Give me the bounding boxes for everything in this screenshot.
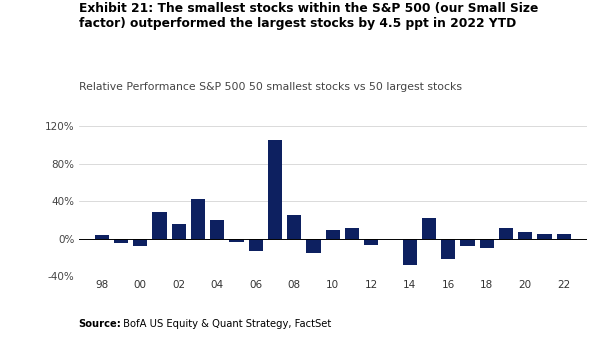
Bar <box>249 239 263 251</box>
Bar <box>460 239 475 246</box>
Bar <box>325 230 340 239</box>
Bar <box>114 239 128 243</box>
Bar <box>229 239 244 241</box>
Text: Exhibit 21: The smallest stocks within the S&P 500 (our Small Size: Exhibit 21: The smallest stocks within t… <box>79 2 538 15</box>
Bar <box>499 228 513 239</box>
Bar <box>441 239 456 259</box>
Bar <box>422 218 436 239</box>
Text: Source:: Source: <box>79 319 122 329</box>
Bar <box>306 239 321 253</box>
Bar <box>557 235 571 239</box>
Bar <box>133 239 148 246</box>
Text: factor) outperformed the largest stocks by 4.5 ppt in 2022 YTD: factor) outperformed the largest stocks … <box>79 2 516 30</box>
Bar <box>172 224 186 239</box>
Bar <box>480 239 494 248</box>
Bar <box>364 239 379 245</box>
Bar <box>210 220 224 239</box>
Text: BofA US Equity & Quant Strategy, FactSet: BofA US Equity & Quant Strategy, FactSet <box>120 319 331 329</box>
Bar <box>268 140 282 239</box>
Bar <box>537 234 552 239</box>
Bar <box>94 235 109 239</box>
Bar <box>191 199 205 239</box>
Text: Relative Performance S&P 500 50 smallest stocks vs 50 largest stocks: Relative Performance S&P 500 50 smallest… <box>79 82 462 92</box>
Bar <box>402 239 417 265</box>
Bar <box>287 215 301 239</box>
Bar <box>152 212 167 239</box>
Bar <box>345 228 359 239</box>
Bar <box>518 232 532 239</box>
